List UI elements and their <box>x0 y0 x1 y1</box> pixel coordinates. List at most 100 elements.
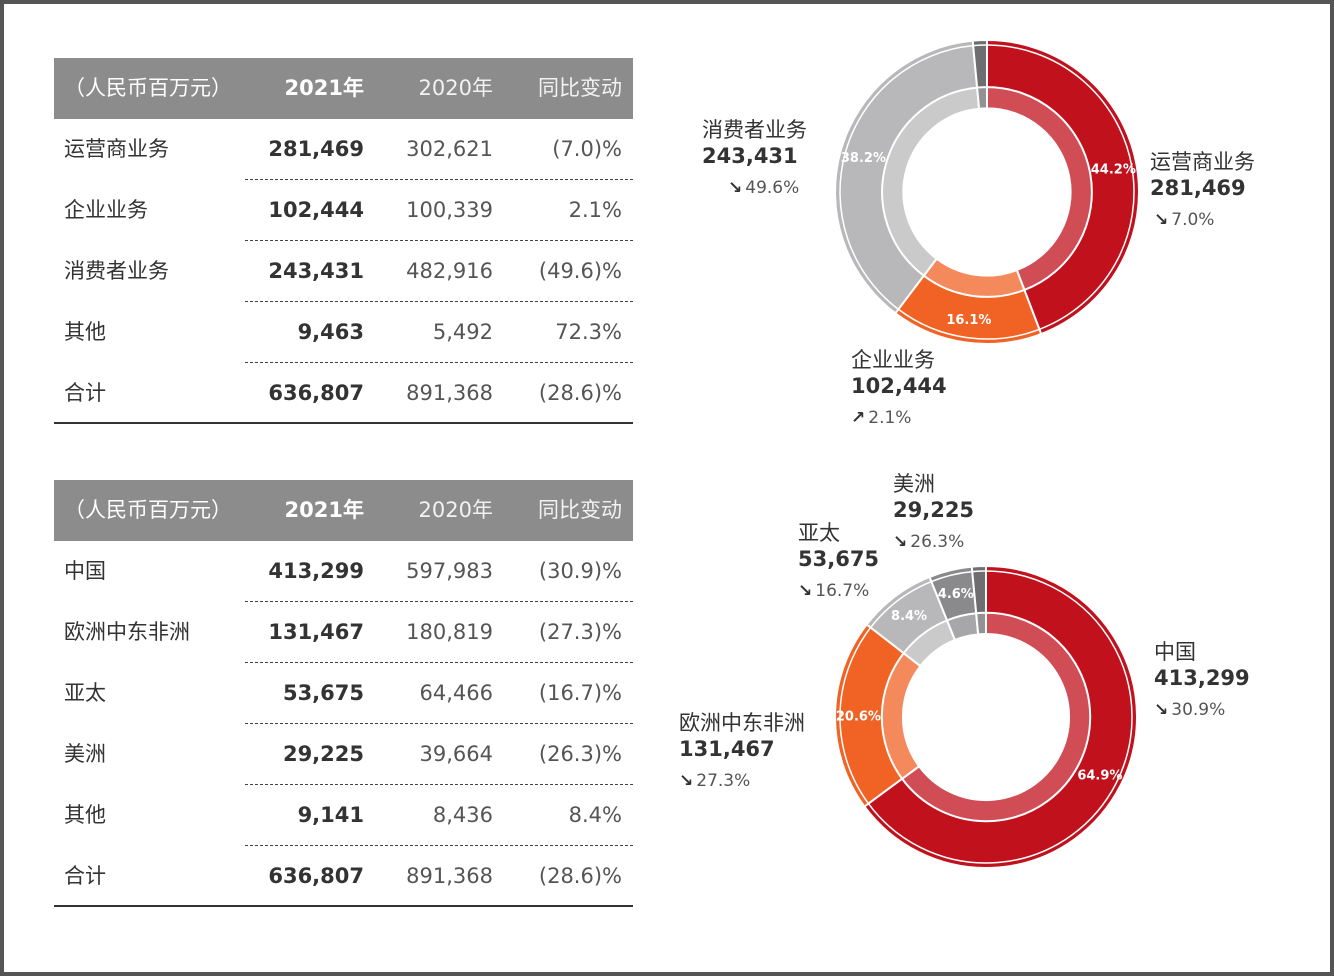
value-2020: 482,916 <box>406 259 493 283</box>
value-2021: 9,141 <box>297 803 364 827</box>
table-row: 运营商业务 281,469 302,621 (7.0)% <box>54 119 633 180</box>
unit-header: （人民币百万元） <box>64 498 232 522</box>
table-row: 亚太 53,675 64,466 (16.7)% <box>54 663 633 724</box>
value-2021: 413,299 <box>268 559 364 583</box>
value-2020: 64,466 <box>419 681 493 705</box>
year-2020-header: 2020年 <box>418 76 493 100</box>
row-name: 欧洲中东非洲 <box>64 620 190 644</box>
row-name: 运营商业务 <box>64 137 169 161</box>
row-name: 合计 <box>64 864 106 888</box>
value-2021: 131,467 <box>268 620 364 644</box>
table-row: 中国 413,299 597,983 (30.9)% <box>54 541 633 602</box>
table-row: 美洲 29,225 39,664 (26.3)% <box>54 724 633 785</box>
callout-change: ↗ 2.1% <box>851 408 912 428</box>
value-2021: 9,463 <box>297 320 364 344</box>
unit-header: （人民币百万元） <box>64 76 232 100</box>
callout-name: 美洲 <box>893 472 935 496</box>
table-header: （人民币百万元） 2021年 2020年 同比变动 <box>54 480 633 541</box>
row-divider <box>245 240 633 241</box>
row-divider <box>245 601 633 602</box>
row-name: 美洲 <box>64 742 106 766</box>
callout-americas: 美洲 29,225 ↘ 26.3% <box>893 472 974 553</box>
row-name: 其他 <box>64 803 106 827</box>
callout-value: 102,444 <box>851 374 947 398</box>
table-row: 欧洲中东非洲 131,467 180,819 (27.3)% <box>54 602 633 663</box>
value-2021: 53,675 <box>282 681 364 705</box>
arrow-down-icon: ↘ <box>798 581 813 601</box>
callout-name: 消费者业务 <box>702 118 807 142</box>
row-name: 其他 <box>64 320 106 344</box>
callout-change: ↘ 49.6% <box>728 178 800 198</box>
value-change: 72.3% <box>555 320 622 344</box>
arrow-down-icon: ↘ <box>728 178 743 198</box>
arrow-down-icon: ↘ <box>893 532 908 552</box>
table-row: 企业业务 102,444 100,339 2.1% <box>54 180 633 241</box>
table-row: 其他 9,141 8,436 8.4% <box>54 785 633 846</box>
callout-value: 29,225 <box>893 498 975 522</box>
value-change: (16.7)% <box>538 681 622 705</box>
callout-name: 中国 <box>1154 640 1196 664</box>
value-2021: 29,225 <box>282 742 364 766</box>
row-divider <box>245 362 633 363</box>
callout-emea: 欧洲中东非洲 131,467 ↘ 27.3% <box>679 711 805 792</box>
value-change: (49.6)% <box>538 259 622 283</box>
callout-change: ↘ 26.3% <box>893 532 965 552</box>
value-2020: 891,368 <box>406 381 493 405</box>
value-2020: 891,368 <box>406 864 493 888</box>
table-row: 合计 636,807 891,368 (28.6)% <box>54 846 633 907</box>
arrow-down-icon: ↘ <box>1154 700 1169 720</box>
callout-value: 281,469 <box>1150 176 1246 200</box>
row-name: 亚太 <box>64 681 106 705</box>
row-divider <box>245 845 633 846</box>
row-divider <box>245 784 633 785</box>
row-divider <box>245 179 633 180</box>
callout-china: 中国 413,299 ↘ 30.9% <box>1154 640 1250 721</box>
value-change: (27.3)% <box>538 620 622 644</box>
row-name: 中国 <box>64 559 106 583</box>
table-row: 其他 9,463 5,492 72.3% <box>54 302 633 363</box>
callout-change: ↘ 30.9% <box>1154 700 1226 720</box>
year-2020-header: 2020年 <box>418 498 493 522</box>
callout-value: 131,467 <box>679 737 775 761</box>
value-change: (30.9)% <box>538 559 622 583</box>
row-name: 企业业务 <box>64 198 148 222</box>
table-row: 消费者业务 243,431 482,916 (49.6)% <box>54 241 633 302</box>
table-row: 合计 636,807 891,368 (28.6)% <box>54 363 633 424</box>
value-change: 2.1% <box>568 198 622 222</box>
callout-name: 欧洲中东非洲 <box>679 711 805 735</box>
callout-value: 413,299 <box>1154 666 1250 690</box>
value-2020: 180,819 <box>406 620 493 644</box>
region-revenue-table: （人民币百万元） 2021年 2020年 同比变动 中国 413,299 597,9… <box>54 480 633 907</box>
value-2020: 8,436 <box>432 803 493 827</box>
year-2021-header: 2021年 <box>284 498 364 522</box>
table-bottom-rule <box>54 422 633 424</box>
value-change: (28.6)% <box>538 864 622 888</box>
year-2021-header: 2021年 <box>284 76 364 100</box>
value-2021: 636,807 <box>268 864 364 888</box>
callout-change: ↘ 16.7% <box>798 581 870 601</box>
row-divider <box>245 301 633 302</box>
row-divider <box>245 723 633 724</box>
callout-enterprise: 企业业务 102,444 ↗ 2.1% <box>851 348 947 429</box>
value-change: 8.4% <box>568 803 622 827</box>
value-2021: 281,469 <box>268 137 364 161</box>
callout-name: 亚太 <box>798 521 840 545</box>
row-name: 合计 <box>64 381 106 405</box>
value-2020: 39,664 <box>419 742 493 766</box>
callout-change: ↘ 27.3% <box>679 771 751 791</box>
arrow-down-icon: ↘ <box>1154 210 1169 230</box>
row-divider <box>245 662 633 663</box>
arrow-up-icon: ↗ <box>851 408 866 428</box>
callout-value: 53,675 <box>798 547 880 571</box>
value-2021: 102,444 <box>268 198 364 222</box>
value-change: (28.6)% <box>538 381 622 405</box>
row-name: 消费者业务 <box>64 259 169 283</box>
change-header: 同比变动 <box>538 498 622 522</box>
table-bottom-rule <box>54 905 633 907</box>
value-2021: 636,807 <box>268 381 364 405</box>
value-2020: 302,621 <box>406 137 493 161</box>
business-revenue-table: （人民币百万元） 2021年 2020年 同比变动 运营商业务 281,469 30… <box>54 58 633 424</box>
value-2020: 597,983 <box>406 559 493 583</box>
value-2021: 243,431 <box>268 259 364 283</box>
